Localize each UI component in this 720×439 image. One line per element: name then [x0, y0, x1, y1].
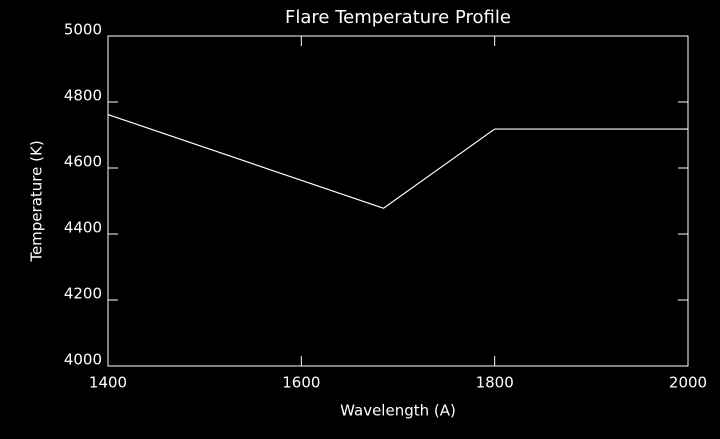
y-tick-label: 4200	[64, 285, 102, 303]
y-tick-label: 4000	[64, 351, 102, 369]
x-tick-label: 1600	[282, 374, 320, 392]
x-tick-label: 1800	[476, 374, 514, 392]
y-tick-label: 4400	[64, 219, 102, 237]
x-tick-label: 1400	[89, 374, 127, 392]
y-tick-label: 5000	[64, 21, 102, 39]
y-tick-label: 4800	[64, 87, 102, 105]
x-tick-label: 2000	[669, 374, 707, 392]
y-axis-title: Temperature (K)	[28, 140, 46, 262]
chart-title: Flare Temperature Profile	[285, 7, 511, 28]
y-tick-label: 4600	[64, 153, 102, 171]
plot-frame	[107, 35, 689, 367]
data-line	[107, 113, 688, 209]
x-axis-title: Wavelength (A)	[340, 402, 456, 420]
